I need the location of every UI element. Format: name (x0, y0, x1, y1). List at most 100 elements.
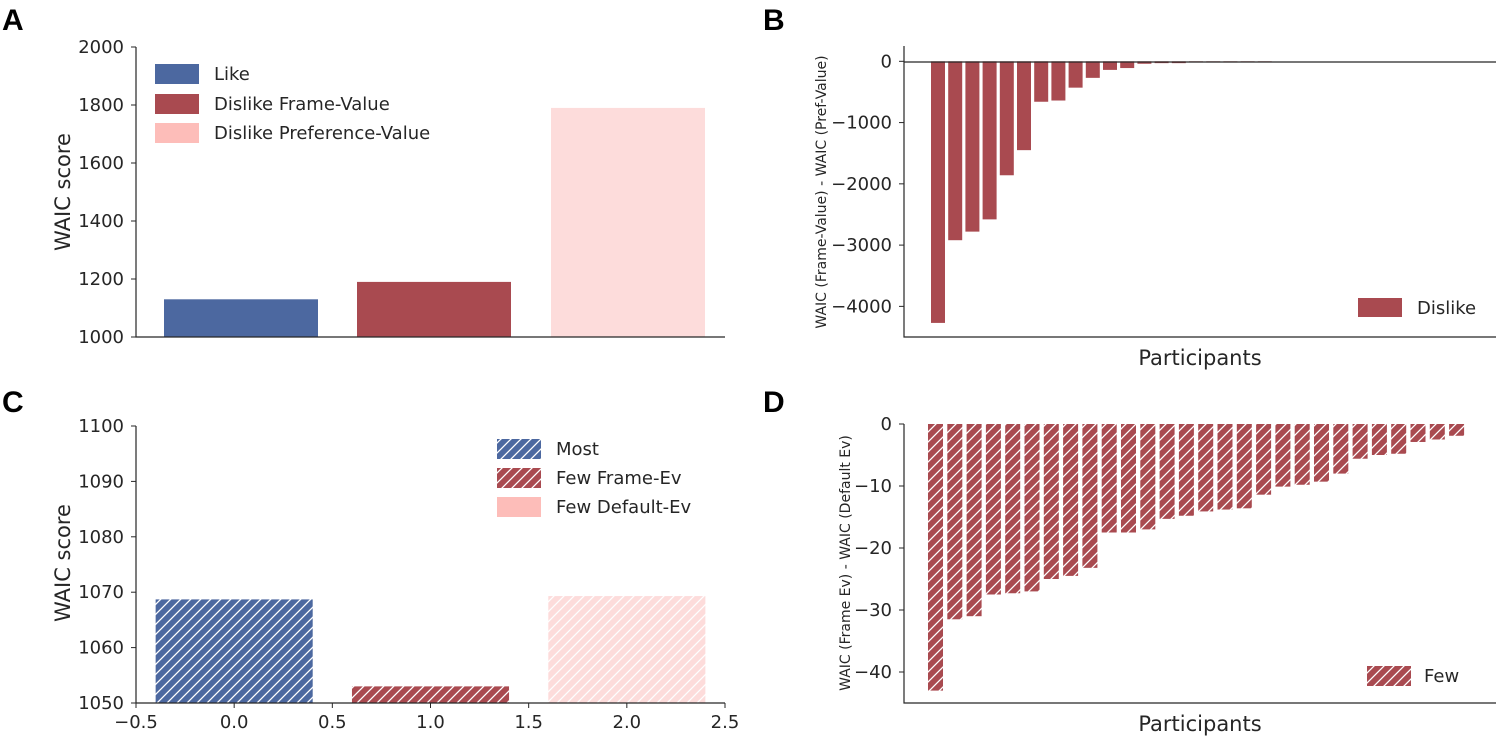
legend-swatch-dislike (1358, 298, 1402, 317)
panel-c-ylabel: WAIC score (51, 504, 75, 622)
bar-participant (999, 61, 1014, 176)
chart-panel-c: 1050 1060 1070 1080 1090 1100 −0.5 0.0 0.5 1.0 1.… (51, 416, 739, 733)
panel-a-ylabel: WAIC score (51, 133, 75, 251)
legend-label-few-frame-ev: Few Frame-Ev (556, 468, 682, 489)
bar-participant (931, 61, 945, 323)
panel-c-xtick-label: 0.0 (220, 712, 249, 733)
bar-participant (1043, 424, 1059, 579)
legend-swatch-few-frame-ev (497, 468, 541, 488)
bar-participant (1275, 424, 1291, 487)
panel-c-xtick-label: 1.5 (514, 712, 543, 733)
panel-c-ytick-label: 1070 (78, 582, 124, 603)
legend-swatch-few-default-ev (497, 497, 541, 517)
panel-b-ylabel: WAIC (Frame-Value) - WAIC (Pref-Value) (814, 55, 830, 328)
panel-c-xtick-label: 2.5 (711, 712, 740, 733)
bar-like (164, 299, 318, 337)
panel-b-ytick-label: −3000 (831, 235, 892, 256)
bar-few-frame-ev (351, 686, 510, 703)
bar-participant (1198, 424, 1214, 512)
bar-participant (1236, 424, 1252, 509)
bar-participant (1410, 424, 1426, 442)
panel-b-xlabel: Participants (1138, 346, 1261, 370)
bar-participant (1159, 424, 1175, 519)
legend-label-dislike: Dislike (1417, 298, 1476, 319)
panel-a-legend: Like Dislike Frame-Value Dislike Prefere… (155, 64, 430, 144)
panel-d-ytick-label: −10 (854, 476, 892, 497)
bar-participant (1429, 424, 1445, 440)
legend-label-dislike-preference-value: Dislike Preference-Value (214, 123, 430, 144)
bar-participant (1063, 424, 1079, 576)
panel-c-xtick-label: 0.5 (318, 712, 347, 733)
panel-d-ytick-label: −40 (854, 662, 892, 683)
panel-c-ytick-label: 1060 (78, 638, 124, 659)
legend-label-most: Most (556, 439, 599, 460)
panel-d-ytick-label: −30 (854, 600, 892, 621)
bar-participant (1085, 61, 1100, 78)
panel-a-ytick-label: 1200 (78, 269, 124, 290)
legend-label-dislike-frame-value: Dislike Frame-Value (214, 94, 390, 115)
chart-panel-b: 0 −1000 −2000 −3000 −4000 WAIC (Frame-Value)… (814, 46, 1496, 370)
panel-letter-c: C (2, 386, 24, 419)
legend-swatch-dislike-preference-value (155, 123, 199, 143)
panel-b-legend: Dislike (1358, 298, 1476, 319)
legend-swatch-like (155, 64, 199, 84)
panel-letter-b: B (763, 4, 785, 37)
legend-label-few: Few (1424, 666, 1459, 687)
panel-b-ytick-label: −4000 (831, 296, 892, 317)
bar-participant (1217, 424, 1233, 510)
panel-a-ytick-label: 1800 (78, 95, 124, 116)
panel-b-axes (903, 46, 1496, 338)
bar-participant (1017, 61, 1031, 151)
bar-participant (1082, 424, 1098, 568)
panel-c-xtick-label: 2.0 (613, 712, 642, 733)
bar-participant (948, 61, 963, 241)
legend-swatch-dislike-frame-value (155, 94, 199, 114)
panel-c-ytick-label: 1080 (78, 527, 124, 548)
panel-letter-a: A (2, 4, 24, 37)
bar-participant (1121, 424, 1136, 533)
bar-participant (1333, 424, 1349, 474)
chart-panel-a: 1000 1200 1400 1600 1800 2000 WAIC score Like… (51, 37, 725, 348)
bar-participant (1024, 424, 1040, 592)
chart-panel-d: 0 −10 −20 −30 −40 WAIC (Frame Ev) - WAIC (De… (838, 414, 1496, 736)
panel-d-ytick-label: 0 (881, 414, 892, 435)
panel-c-ytick-label: 1050 (78, 693, 124, 714)
panel-d-ylabel: WAIC (Frame Ev) - WAIC (Default Ev) (838, 435, 854, 691)
panel-b-ytick-label: −1000 (831, 113, 892, 134)
bar-participant (947, 424, 963, 620)
panel-a-ytick-label: 2000 (78, 37, 124, 58)
panel-a-ytick-label: 1000 (78, 327, 124, 348)
bar-participant (928, 424, 943, 691)
bar-dislike-frame-value (357, 281, 511, 337)
bar-most (155, 599, 313, 703)
bar-participant (1294, 424, 1310, 485)
bar-participant (1391, 424, 1407, 454)
panel-c-ytick-label: 1090 (78, 471, 124, 492)
bar-participant (965, 61, 980, 232)
bar-participant (982, 61, 997, 220)
panel-letter-d: D (763, 386, 785, 419)
legend-swatch-few (1367, 666, 1411, 686)
legend-label-like: Like (214, 64, 250, 85)
panel-d-axes (903, 424, 1496, 704)
bar-participant (985, 424, 1001, 595)
panel-d-xlabel: Participants (1138, 712, 1261, 736)
panel-a-ytick-label: 1400 (78, 211, 124, 232)
legend-label-few-default-ev: Few Default-Ev (556, 497, 692, 518)
panel-c-xtick-label: −0.5 (114, 712, 158, 733)
bar-participant (1140, 424, 1156, 530)
bar-participant (1352, 424, 1368, 459)
bar-few-default-ev (548, 596, 706, 703)
bar-participant (966, 424, 982, 617)
panel-b-ytick-label: −2000 (831, 174, 892, 195)
bar-participant (1178, 424, 1194, 516)
bar-participant (1256, 424, 1272, 495)
panel-c-xtick-label: 1.0 (416, 712, 445, 733)
bar-participant (1034, 61, 1049, 102)
bar-participant (1120, 61, 1135, 69)
bar-participant (1314, 424, 1329, 482)
panel-d-legend: Few (1367, 666, 1459, 687)
bar-participant (1068, 61, 1083, 88)
bar-participant (1103, 61, 1117, 70)
